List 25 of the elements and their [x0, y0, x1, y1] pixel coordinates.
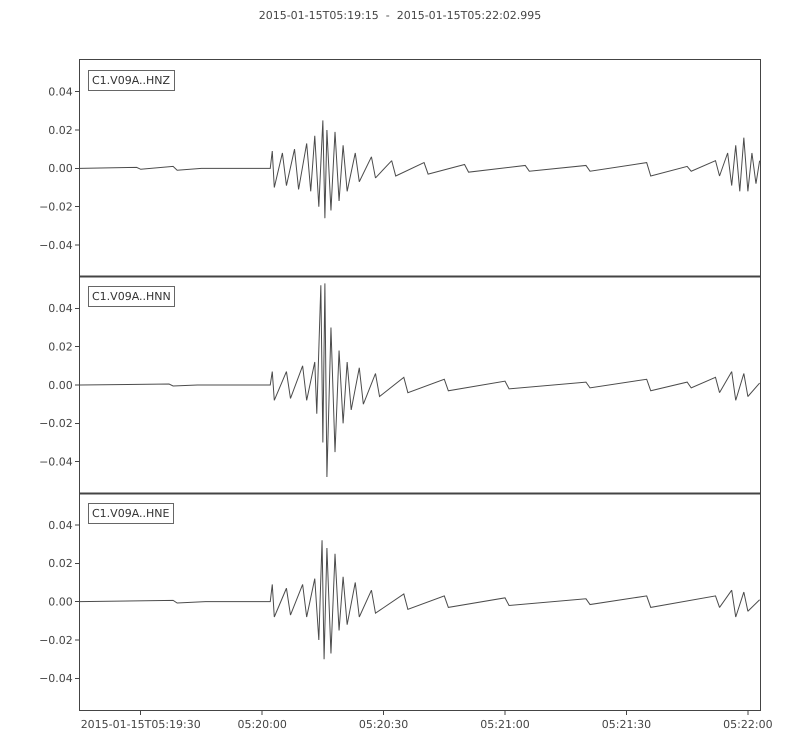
x-tick-label: 05:21:30 [602, 718, 652, 732]
x-tick-label: 05:21:00 [480, 718, 530, 732]
y-tick-label: 0.02 [48, 340, 73, 354]
annotation: C1.V09A..HNE [92, 507, 170, 520]
annotation: C1.V09A..HNZ [92, 74, 171, 87]
y-tick-label: −0.02 [39, 200, 73, 214]
y-tick-label: 0.04 [48, 85, 73, 98]
y-tick-label: −0.04 [39, 672, 73, 686]
y-tick-label: 0.02 [48, 557, 73, 570]
y-tick-label: −0.04 [39, 456, 73, 469]
y-tick-label: 0.04 [48, 518, 73, 532]
y-tick-label: 0.04 [48, 302, 73, 316]
y-tick-label: −0.02 [39, 634, 73, 647]
y-tick-label: 0.00 [48, 378, 73, 392]
x-tick-label: 2015-01-15T05:19:30 [80, 718, 201, 732]
chart-title: 2015-01-15T05:19:15 - 2015-01-15T05:22:02.995 [258, 8, 542, 22]
y-tick-label: 0.00 [48, 162, 73, 176]
x-tick-label: 05:20:00 [237, 718, 287, 732]
y-tick-label: −0.02 [39, 417, 73, 430]
x-tick-label: 05:22:00 [723, 718, 773, 732]
annotation: C1.V09A..HNN [92, 290, 171, 303]
y-tick-label: 0.02 [48, 124, 73, 137]
y-tick-label: −0.04 [39, 238, 73, 252]
y-tick-label: 0.00 [48, 596, 73, 609]
x-tick-label: 05:20:30 [358, 718, 408, 732]
